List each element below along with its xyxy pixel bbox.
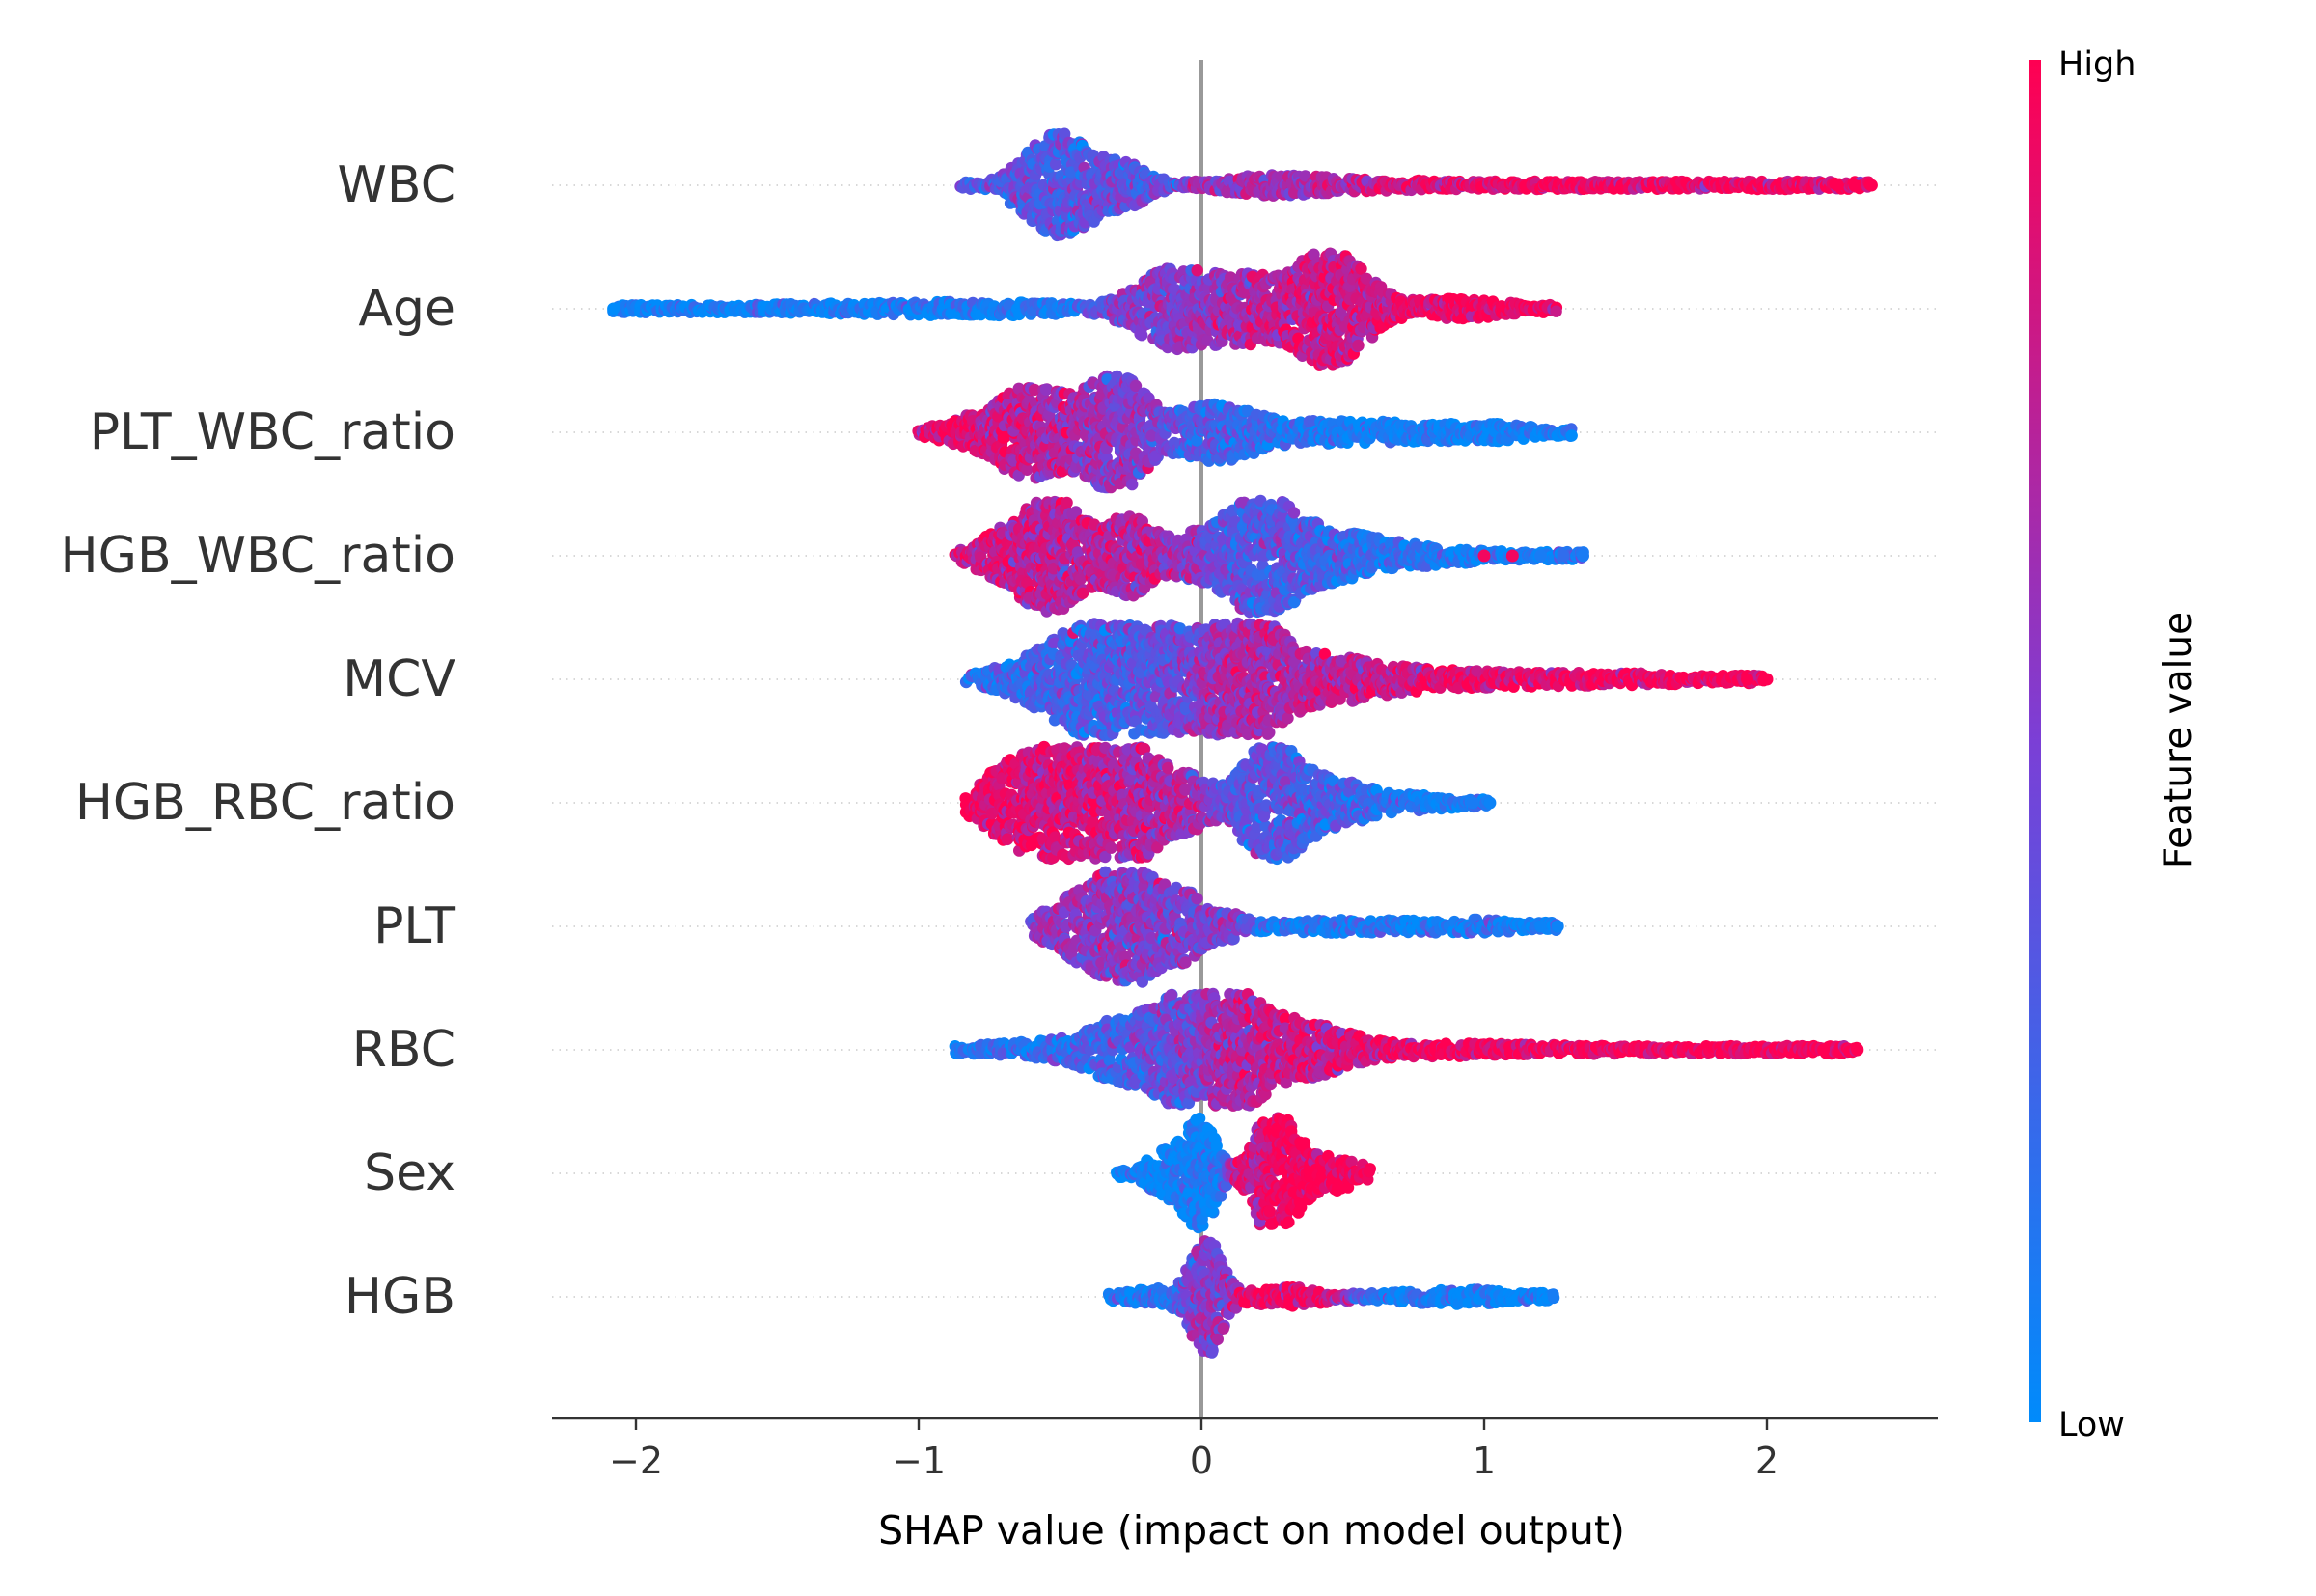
shap-point — [1192, 264, 1203, 276]
series-HGB_WBC_ratio — [950, 495, 1590, 619]
shap-point — [1865, 179, 1878, 192]
series-WBC — [954, 128, 1878, 242]
shap-point — [1832, 179, 1844, 192]
shap-point — [1061, 497, 1072, 509]
shap-point — [1136, 329, 1147, 341]
series-Age — [607, 248, 1562, 371]
shap-point — [1040, 384, 1052, 396]
shap-point — [607, 303, 620, 316]
shap-point — [1126, 479, 1138, 490]
shap-point — [1566, 429, 1578, 441]
shap-point — [1550, 306, 1561, 317]
shap-point — [1848, 179, 1861, 192]
series-PLT_WBC_ratio — [912, 371, 1578, 494]
shap-point — [1352, 340, 1364, 351]
row-guides — [552, 185, 1938, 1297]
points-layer — [607, 128, 1878, 1359]
